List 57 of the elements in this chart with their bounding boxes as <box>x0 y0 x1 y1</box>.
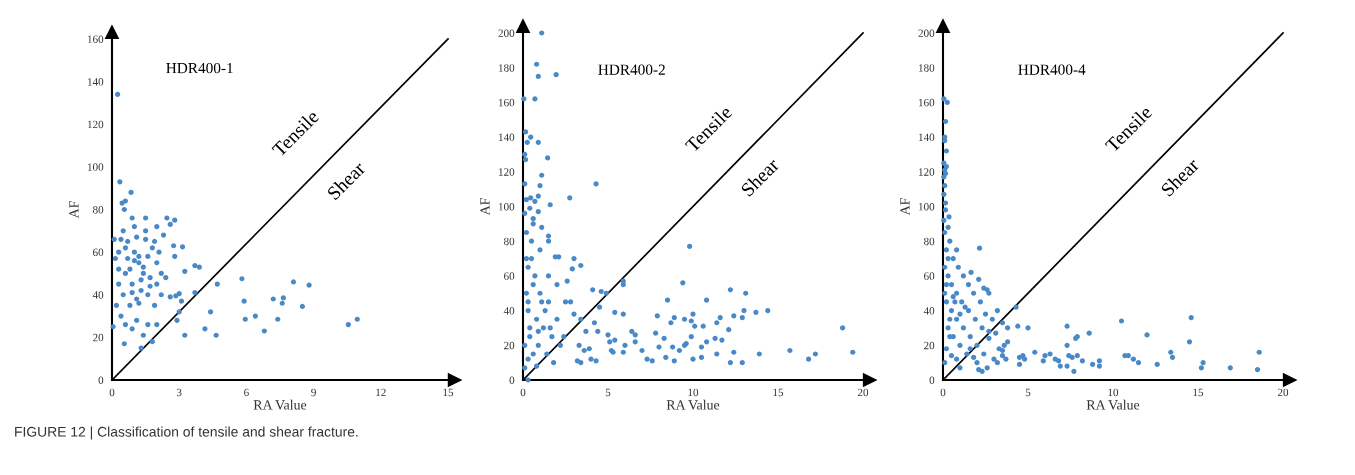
text: HDR400-1 <box>166 62 233 74</box>
y-axis-title: AF <box>480 198 490 216</box>
x-tick-label: 6 <box>244 388 249 397</box>
x-tick-label: 15 <box>773 388 784 397</box>
x-tick-label: 12 <box>376 388 386 397</box>
x-axis-title: RA Value <box>253 399 307 410</box>
text: HDR400-4 <box>1018 64 1086 75</box>
text: HDR400-2 <box>598 64 665 75</box>
y-tick-label: 60 <box>504 272 515 280</box>
y-tick-label: 40 <box>92 291 104 299</box>
y-tick-label: 20 <box>504 341 515 350</box>
x-tick-label: 15 <box>1193 388 1204 397</box>
y-tick-label: 120 <box>918 168 935 176</box>
y-tick-label: 20 <box>924 341 935 350</box>
y-tick-label: 160 <box>498 98 515 107</box>
x-tick-label: 0 <box>940 388 946 397</box>
x-tick-label: 10 <box>1108 388 1119 397</box>
y-tick-label: 200 <box>918 29 935 37</box>
x-tick-label: 5 <box>605 388 611 397</box>
y-tick-label: 120 <box>498 168 515 176</box>
y-tick-label: 140 <box>87 78 104 86</box>
y-tick-label: 40 <box>923 307 935 315</box>
x-tick-label: 0 <box>520 388 526 397</box>
y-tick-label: 120 <box>87 120 104 129</box>
y-tick-label: 80 <box>503 237 515 246</box>
y-tick-label: 60 <box>924 272 935 280</box>
y-tick-label: 100 <box>87 163 104 171</box>
y-tick-label: 180 <box>498 64 515 72</box>
y-tick-label: 80 <box>92 205 104 214</box>
x-tick-label: 10 <box>688 388 699 397</box>
y-axis-title: AF <box>69 201 79 219</box>
y-tick-label: 0 <box>929 376 935 384</box>
x-tick-label: 20 <box>1277 388 1289 397</box>
y-tick-label: 140 <box>498 133 515 142</box>
y-tick-label: 0 <box>509 376 515 384</box>
x-axis-title: RA Value <box>666 399 720 410</box>
x-tick-label: 20 <box>857 388 869 397</box>
y-axis-title: AF <box>900 198 910 216</box>
y-tick-label: 160 <box>918 98 935 107</box>
x-tick-label: 5 <box>1025 388 1031 397</box>
y-tick-label: 60 <box>93 248 104 257</box>
y-tick-label: 100 <box>918 202 935 211</box>
x-tick-label: 3 <box>176 388 182 397</box>
y-tick-label: 20 <box>93 333 104 342</box>
x-axis-title: RA Value <box>1086 399 1140 410</box>
y-tick-label: 40 <box>503 307 515 315</box>
y-tick-label: 100 <box>498 202 515 211</box>
x-tick-label: 15 <box>443 388 454 397</box>
x-tick-label: 9 <box>311 388 316 397</box>
y-tick-label: 200 <box>498 29 515 37</box>
y-tick-label: 0 <box>98 376 104 384</box>
y-tick-label: 140 <box>918 133 935 142</box>
y-tick-label: 80 <box>923 237 935 246</box>
x-tick-label: 0 <box>109 388 115 397</box>
y-tick-label: 160 <box>87 35 104 43</box>
y-tick-label: 180 <box>918 64 935 72</box>
caption: FIGURE 12 | Classification of tensile and shear fracture. <box>15 426 358 440</box>
